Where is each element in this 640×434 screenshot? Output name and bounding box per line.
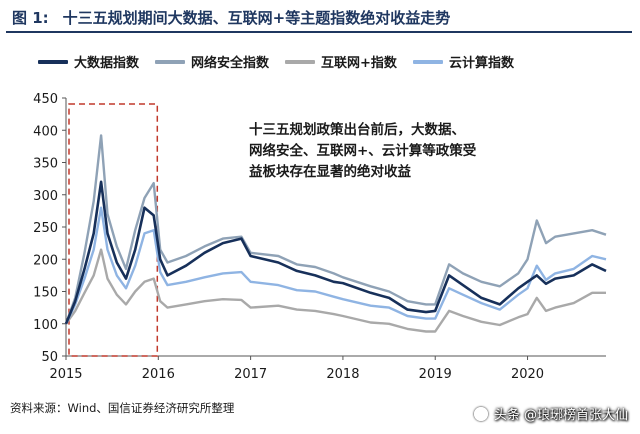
watermark-text: 头条 @琅琊榜首张大仙 [493,408,628,423]
x-tick-label: 2015 [49,367,82,382]
legend-item-internet-plus: 互联网+指数 [285,52,397,71]
legend-swatch-cloud-computing [412,59,443,64]
legend-swatch-big-data [38,59,68,64]
legend-label-network-security: 网络安全指数 [191,56,270,71]
x-tick-label: 2016 [142,367,175,382]
legend-label-cloud-computing: 云计算指数 [448,56,514,71]
x-tick-label: 2017 [234,367,267,382]
y-tick-label: 150 [33,286,58,301]
series-lines [64,134,607,333]
series-line-big-data [64,180,607,325]
legend-swatch-network-security [155,59,186,64]
series-line-network-security [64,134,607,325]
y-tick-label: 450 [33,92,58,107]
x-tick-label: 2020 [511,367,544,382]
legend-swatch-internet-plus [285,59,316,64]
legend-label-big-data: 大数据指数 [74,56,140,71]
y-axis: 50 100 150 200 250 300 350 400 450 [33,92,67,365]
chart-annotation: 十三五规划政策出台前后，大数据、网络安全、互联网+、云计算等政策受益板块存在显著… [249,122,477,180]
legend-item-cloud-computing: 云计算指数 [412,52,514,71]
y-tick-label: 250 [33,221,58,236]
y-tick-label: 50 [41,350,58,365]
legend-item-network-security: 网络安全指数 [155,52,269,71]
figure-title: 十三五规划期间大数据、互联网+等主题指数绝对收益走势 [62,8,451,27]
watermark: 头条 @琅琊榜首张大仙 [473,404,628,423]
watermark-logo-icon [473,406,488,421]
figure-label: 图 1: [12,8,49,27]
y-tick-label: 100 [33,318,58,333]
series-line-internet-plus [65,248,606,333]
y-tick-label: 200 [33,253,58,268]
legend-label-internet-plus: 互联网+指数 [321,56,397,71]
series-line-cloud-computing [64,206,607,325]
figure-title-bar: 图 1: 十三五规划期间大数据、互联网+等主题指数绝对收益走势 [6,3,632,33]
y-tick-label: 400 [33,124,58,139]
legend: 大数据指数 网络安全指数 互联网+指数 云计算指数 [38,52,514,71]
x-tick-label: 2019 [419,367,452,382]
source-note: 资料来源：Wind、国信证券经济研究所整理 [10,401,235,415]
legend-item-big-data: 大数据指数 [38,52,139,71]
x-tick-label: 2018 [326,367,359,382]
y-tick-label: 350 [33,157,58,172]
y-tick-label: 300 [33,189,58,204]
x-axis: 2015 2016 2017 2018 2019 2020 [49,355,606,382]
